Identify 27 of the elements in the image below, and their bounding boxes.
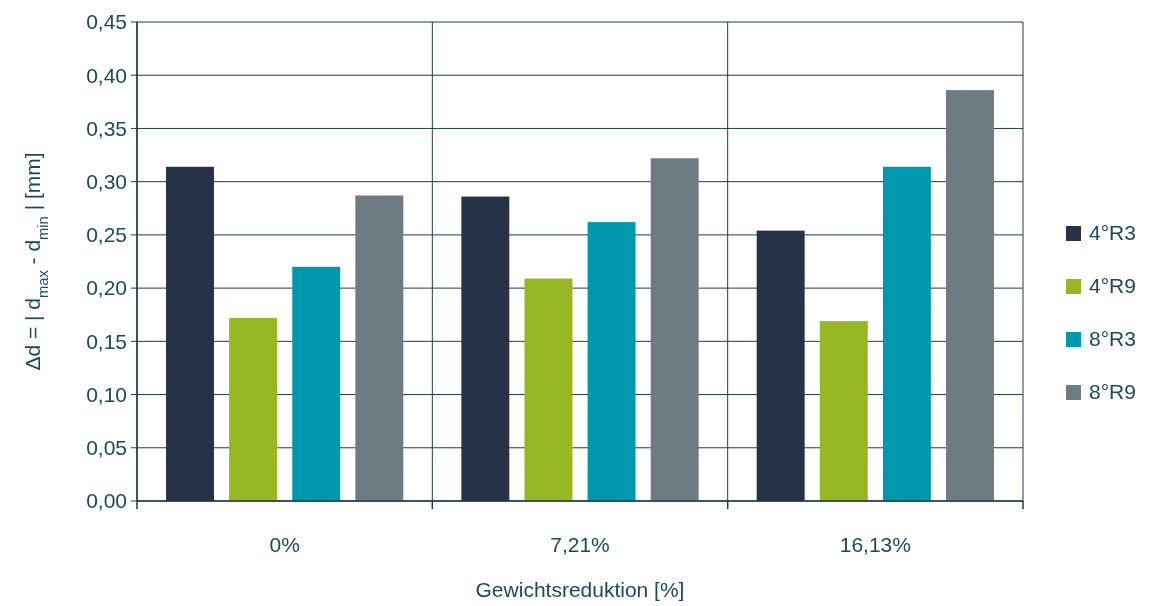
bar	[946, 90, 994, 501]
y-tick-label: 0,05	[86, 436, 127, 460]
x-tick-label: 16,13%	[839, 533, 911, 556]
y-tick-label: 0,35	[86, 116, 127, 140]
y-tick-label: 0,25	[86, 223, 127, 247]
y-tick-label: 0,10	[86, 382, 127, 406]
bar	[229, 317, 278, 501]
bar	[587, 222, 636, 501]
bar	[650, 158, 699, 501]
legend-label: 4°R3	[1089, 221, 1136, 245]
y-tick-label: 0,30	[86, 170, 127, 194]
legend-label: 8°R9	[1089, 380, 1136, 404]
x-axis-title: Gewichtsreduktion [%]	[475, 578, 685, 601]
legend-label: 4°R9	[1089, 274, 1136, 298]
x-tick-label: 0%	[269, 533, 300, 556]
bar	[819, 321, 868, 501]
x-tick-label: 7,21%	[550, 533, 610, 556]
y-tick-label: 0,00	[86, 489, 127, 513]
y-tick-label: 0,20	[86, 276, 127, 300]
bar	[292, 266, 341, 501]
bar	[355, 195, 404, 501]
bar	[882, 166, 931, 501]
legend-label: 8°R3	[1089, 327, 1136, 351]
y-tick-label: 0,15	[86, 329, 127, 353]
bar	[524, 278, 573, 501]
y-tick-label: 0,45	[86, 10, 127, 34]
y-tick-label: 0,40	[86, 63, 127, 87]
